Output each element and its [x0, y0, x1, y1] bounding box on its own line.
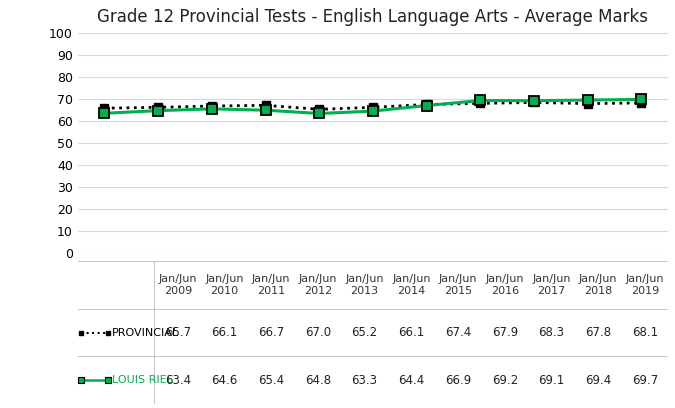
Text: 67.4: 67.4 [445, 326, 471, 339]
Text: Jan/Jun
2018: Jan/Jun 2018 [579, 274, 618, 296]
Text: Jan/Jun
2014: Jan/Jun 2014 [392, 274, 431, 296]
Text: Jan/Jun
2017: Jan/Jun 2017 [532, 274, 571, 296]
Text: LOUIS RIEL: LOUIS RIEL [111, 375, 172, 385]
Text: PROVINCIAL: PROVINCIAL [111, 328, 179, 337]
Text: 66.1: 66.1 [211, 326, 238, 339]
Text: 69.2: 69.2 [491, 374, 518, 387]
Text: 64.4: 64.4 [398, 374, 425, 387]
Text: 67.9: 67.9 [491, 326, 518, 339]
Text: 69.1: 69.1 [539, 374, 564, 387]
Text: Jan/Jun
2011: Jan/Jun 2011 [252, 274, 290, 296]
Text: 66.7: 66.7 [258, 326, 284, 339]
Text: 66.9: 66.9 [445, 374, 471, 387]
Title: Grade 12 Provincial Tests - English Language Arts - Average Marks: Grade 12 Provincial Tests - English Lang… [97, 7, 649, 26]
Text: Jan/Jun
2015: Jan/Jun 2015 [439, 274, 477, 296]
Text: 64.8: 64.8 [305, 374, 331, 387]
Text: 63.4: 63.4 [165, 374, 191, 387]
Text: 69.7: 69.7 [632, 374, 658, 387]
Text: 65.7: 65.7 [165, 326, 191, 339]
Text: 64.6: 64.6 [211, 374, 238, 387]
Text: 65.4: 65.4 [258, 374, 284, 387]
Text: 63.3: 63.3 [352, 374, 377, 387]
Text: 67.8: 67.8 [585, 326, 612, 339]
Text: 68.1: 68.1 [632, 326, 658, 339]
Text: Jan/Jun
2012: Jan/Jun 2012 [298, 274, 337, 296]
Text: Jan/Jun
2009: Jan/Jun 2009 [159, 274, 197, 296]
Text: Jan/Jun
2016: Jan/Jun 2016 [485, 274, 524, 296]
Text: Jan/Jun
2019: Jan/Jun 2019 [626, 274, 664, 296]
Text: 65.2: 65.2 [352, 326, 378, 339]
Text: Jan/Jun
2013: Jan/Jun 2013 [346, 274, 384, 296]
Text: Jan/Jun
2010: Jan/Jun 2010 [205, 274, 244, 296]
Text: 68.3: 68.3 [539, 326, 564, 339]
Text: 69.4: 69.4 [585, 374, 612, 387]
Text: 66.1: 66.1 [398, 326, 425, 339]
Text: 67.0: 67.0 [305, 326, 331, 339]
